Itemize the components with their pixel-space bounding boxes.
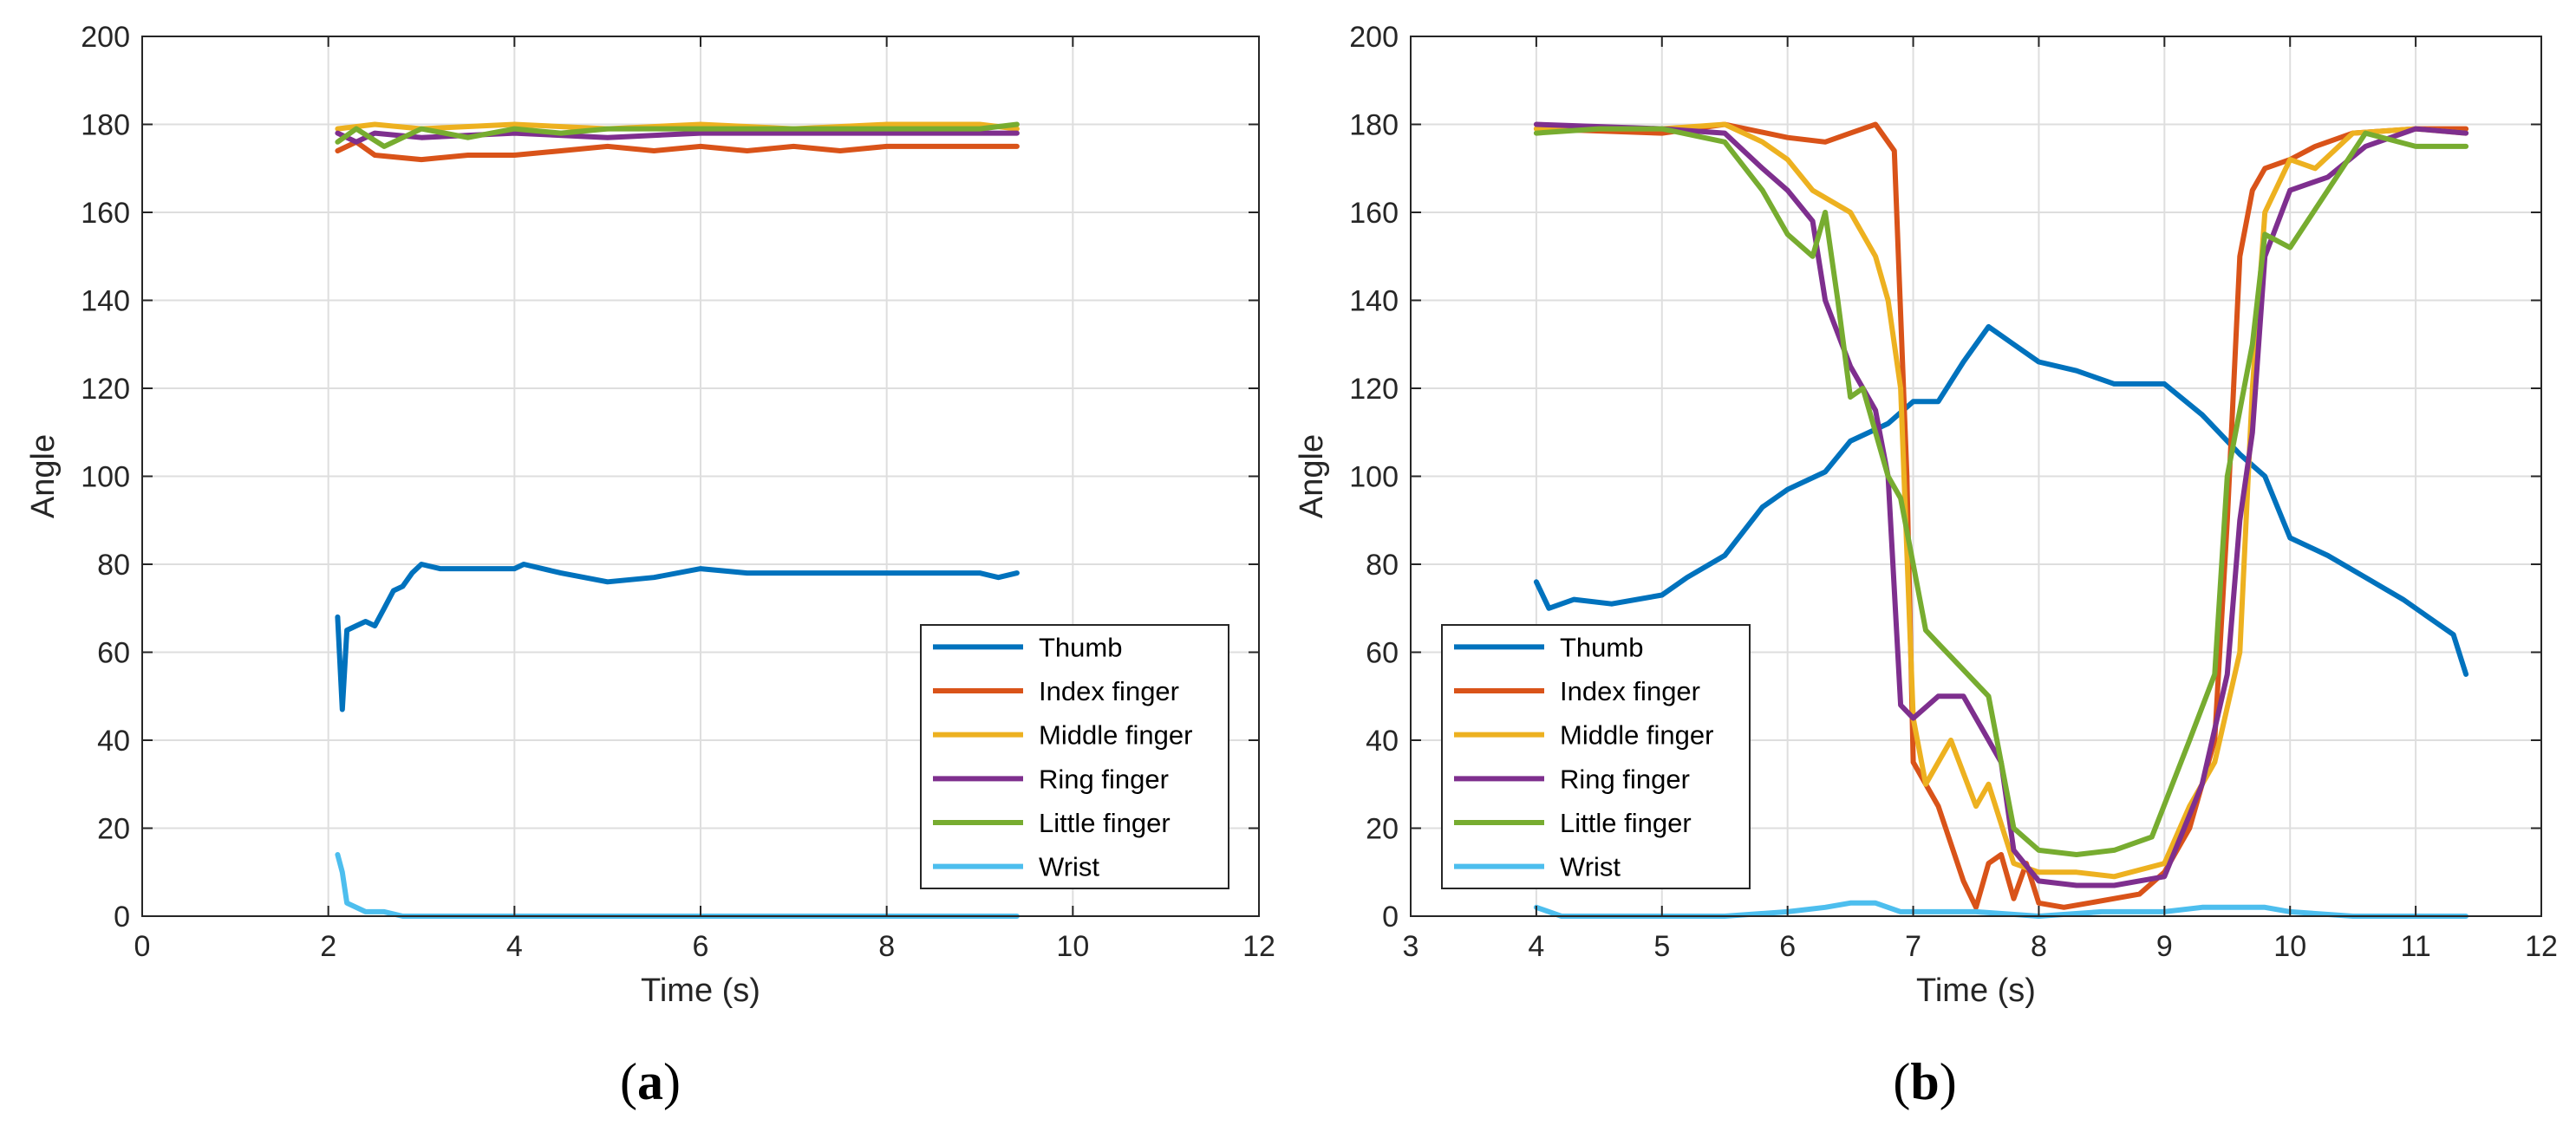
y-tick-label: 60: [97, 637, 130, 670]
legend: Thumb Index finger Middle finger Ring finge…: [1441, 624, 1751, 889]
y-tick-label: 40: [1366, 725, 1399, 758]
legend-box: [920, 624, 1229, 889]
x-tick-label: 5: [1653, 930, 1670, 963]
x-tick-label: 8: [878, 930, 895, 963]
y-tick-label: 0: [114, 901, 130, 934]
panel-label-close: ): [663, 1053, 681, 1110]
series-line-middle-finger: [1533, 121, 2469, 880]
x-tick-label: 12: [1242, 930, 1275, 963]
x-tick-label: 4: [506, 930, 523, 963]
x-tick-label: 6: [693, 930, 709, 963]
x-tick-label: 9: [2156, 930, 2173, 963]
y-tick-label: 100: [81, 461, 130, 494]
y-axis-label: Angle: [25, 434, 62, 518]
y-tick-label: 140: [81, 285, 130, 318]
series-line-thumb: [335, 562, 1020, 712]
panel-label-open: (: [620, 1053, 637, 1110]
y-tick-label: 40: [97, 725, 130, 758]
legend-label-middle-finger: Middle finger: [1560, 720, 1713, 751]
legend-label-ring-finger: Ring finger: [1039, 764, 1169, 794]
legend-box: [1441, 624, 1751, 889]
legend: Thumb Index finger Middle finger Ring finge…: [920, 624, 1229, 889]
y-tick-label: 160: [1349, 197, 1399, 230]
y-tick-label: 0: [1382, 901, 1399, 934]
legend-label-little-finger: Little finger: [1560, 808, 1692, 838]
series-line-thumb: [1533, 323, 2469, 677]
chart-panel-a: 0 2 4 6 8 10 12020406080100120140160180200Time…: [25, 21, 1275, 1110]
x-tick-label: 10: [2273, 930, 2306, 963]
panel-label-letter: b: [1910, 1053, 1939, 1110]
legend-label-thumb: Thumb: [1039, 632, 1122, 662]
y-tick-label: 80: [1366, 549, 1399, 582]
legend-label-little-finger: Little finger: [1039, 808, 1171, 838]
y-tick-label: 80: [97, 549, 130, 582]
x-axis-label: Time (s): [641, 973, 760, 1009]
x-tick-label: 10: [1056, 930, 1089, 963]
y-tick-label: 180: [81, 109, 130, 142]
series-line-little-finger: [335, 121, 1020, 149]
legend-label-thumb: Thumb: [1560, 632, 1643, 662]
panel-label-close: ): [1940, 1053, 1957, 1110]
x-tick-label: 11: [2400, 930, 2430, 963]
y-tick-label: 100: [1349, 461, 1399, 494]
y-axis-label: Angle: [1294, 434, 1330, 518]
series-line-little-finger: [1533, 126, 2469, 857]
x-axis-label: Time (s): [1916, 973, 2036, 1009]
series-line-index-finger: [1533, 121, 2469, 910]
chart-panel-b: 3 4 5 6 7 8 9 10 11 12020406080100120140160180200…: [1294, 21, 2558, 1110]
x-tick-label: 3: [1403, 930, 1419, 963]
y-tick-label: 120: [81, 373, 130, 406]
legend-label-index-finger: Index finger: [1560, 676, 1700, 706]
x-tick-label: 8: [2031, 930, 2047, 963]
panel-label: (b): [1893, 1053, 1956, 1110]
legend-label-middle-finger: Middle finger: [1039, 720, 1192, 751]
y-tick-label: 20: [97, 813, 130, 846]
panel-label-letter: a: [637, 1053, 663, 1110]
legend-label-index-finger: Index finger: [1039, 676, 1179, 706]
y-tick-label: 20: [1366, 813, 1399, 846]
x-tick-label: 12: [2525, 930, 2558, 963]
x-tick-label: 0: [134, 930, 151, 963]
panel-label: (a): [620, 1053, 681, 1110]
legend-label-wrist: Wrist: [1560, 852, 1621, 882]
y-tick-label: 140: [1349, 285, 1399, 318]
panel-label-open: (: [1893, 1053, 1910, 1110]
x-tick-label: 2: [320, 930, 336, 963]
y-tick-label: 120: [1349, 373, 1399, 406]
y-tick-label: 200: [81, 21, 130, 54]
x-tick-label: 6: [1779, 930, 1796, 963]
y-tick-label: 60: [1366, 637, 1399, 670]
legend-label-ring-finger: Ring finger: [1560, 764, 1690, 794]
legend-label-wrist: Wrist: [1039, 852, 1099, 882]
y-tick-label: 180: [1349, 109, 1399, 142]
y-tick-label: 200: [1349, 21, 1399, 54]
y-tick-label: 160: [81, 197, 130, 230]
x-tick-label: 7: [1905, 930, 1921, 963]
series-line-index-finger: [335, 139, 1020, 163]
x-tick-label: 4: [1528, 930, 1544, 963]
